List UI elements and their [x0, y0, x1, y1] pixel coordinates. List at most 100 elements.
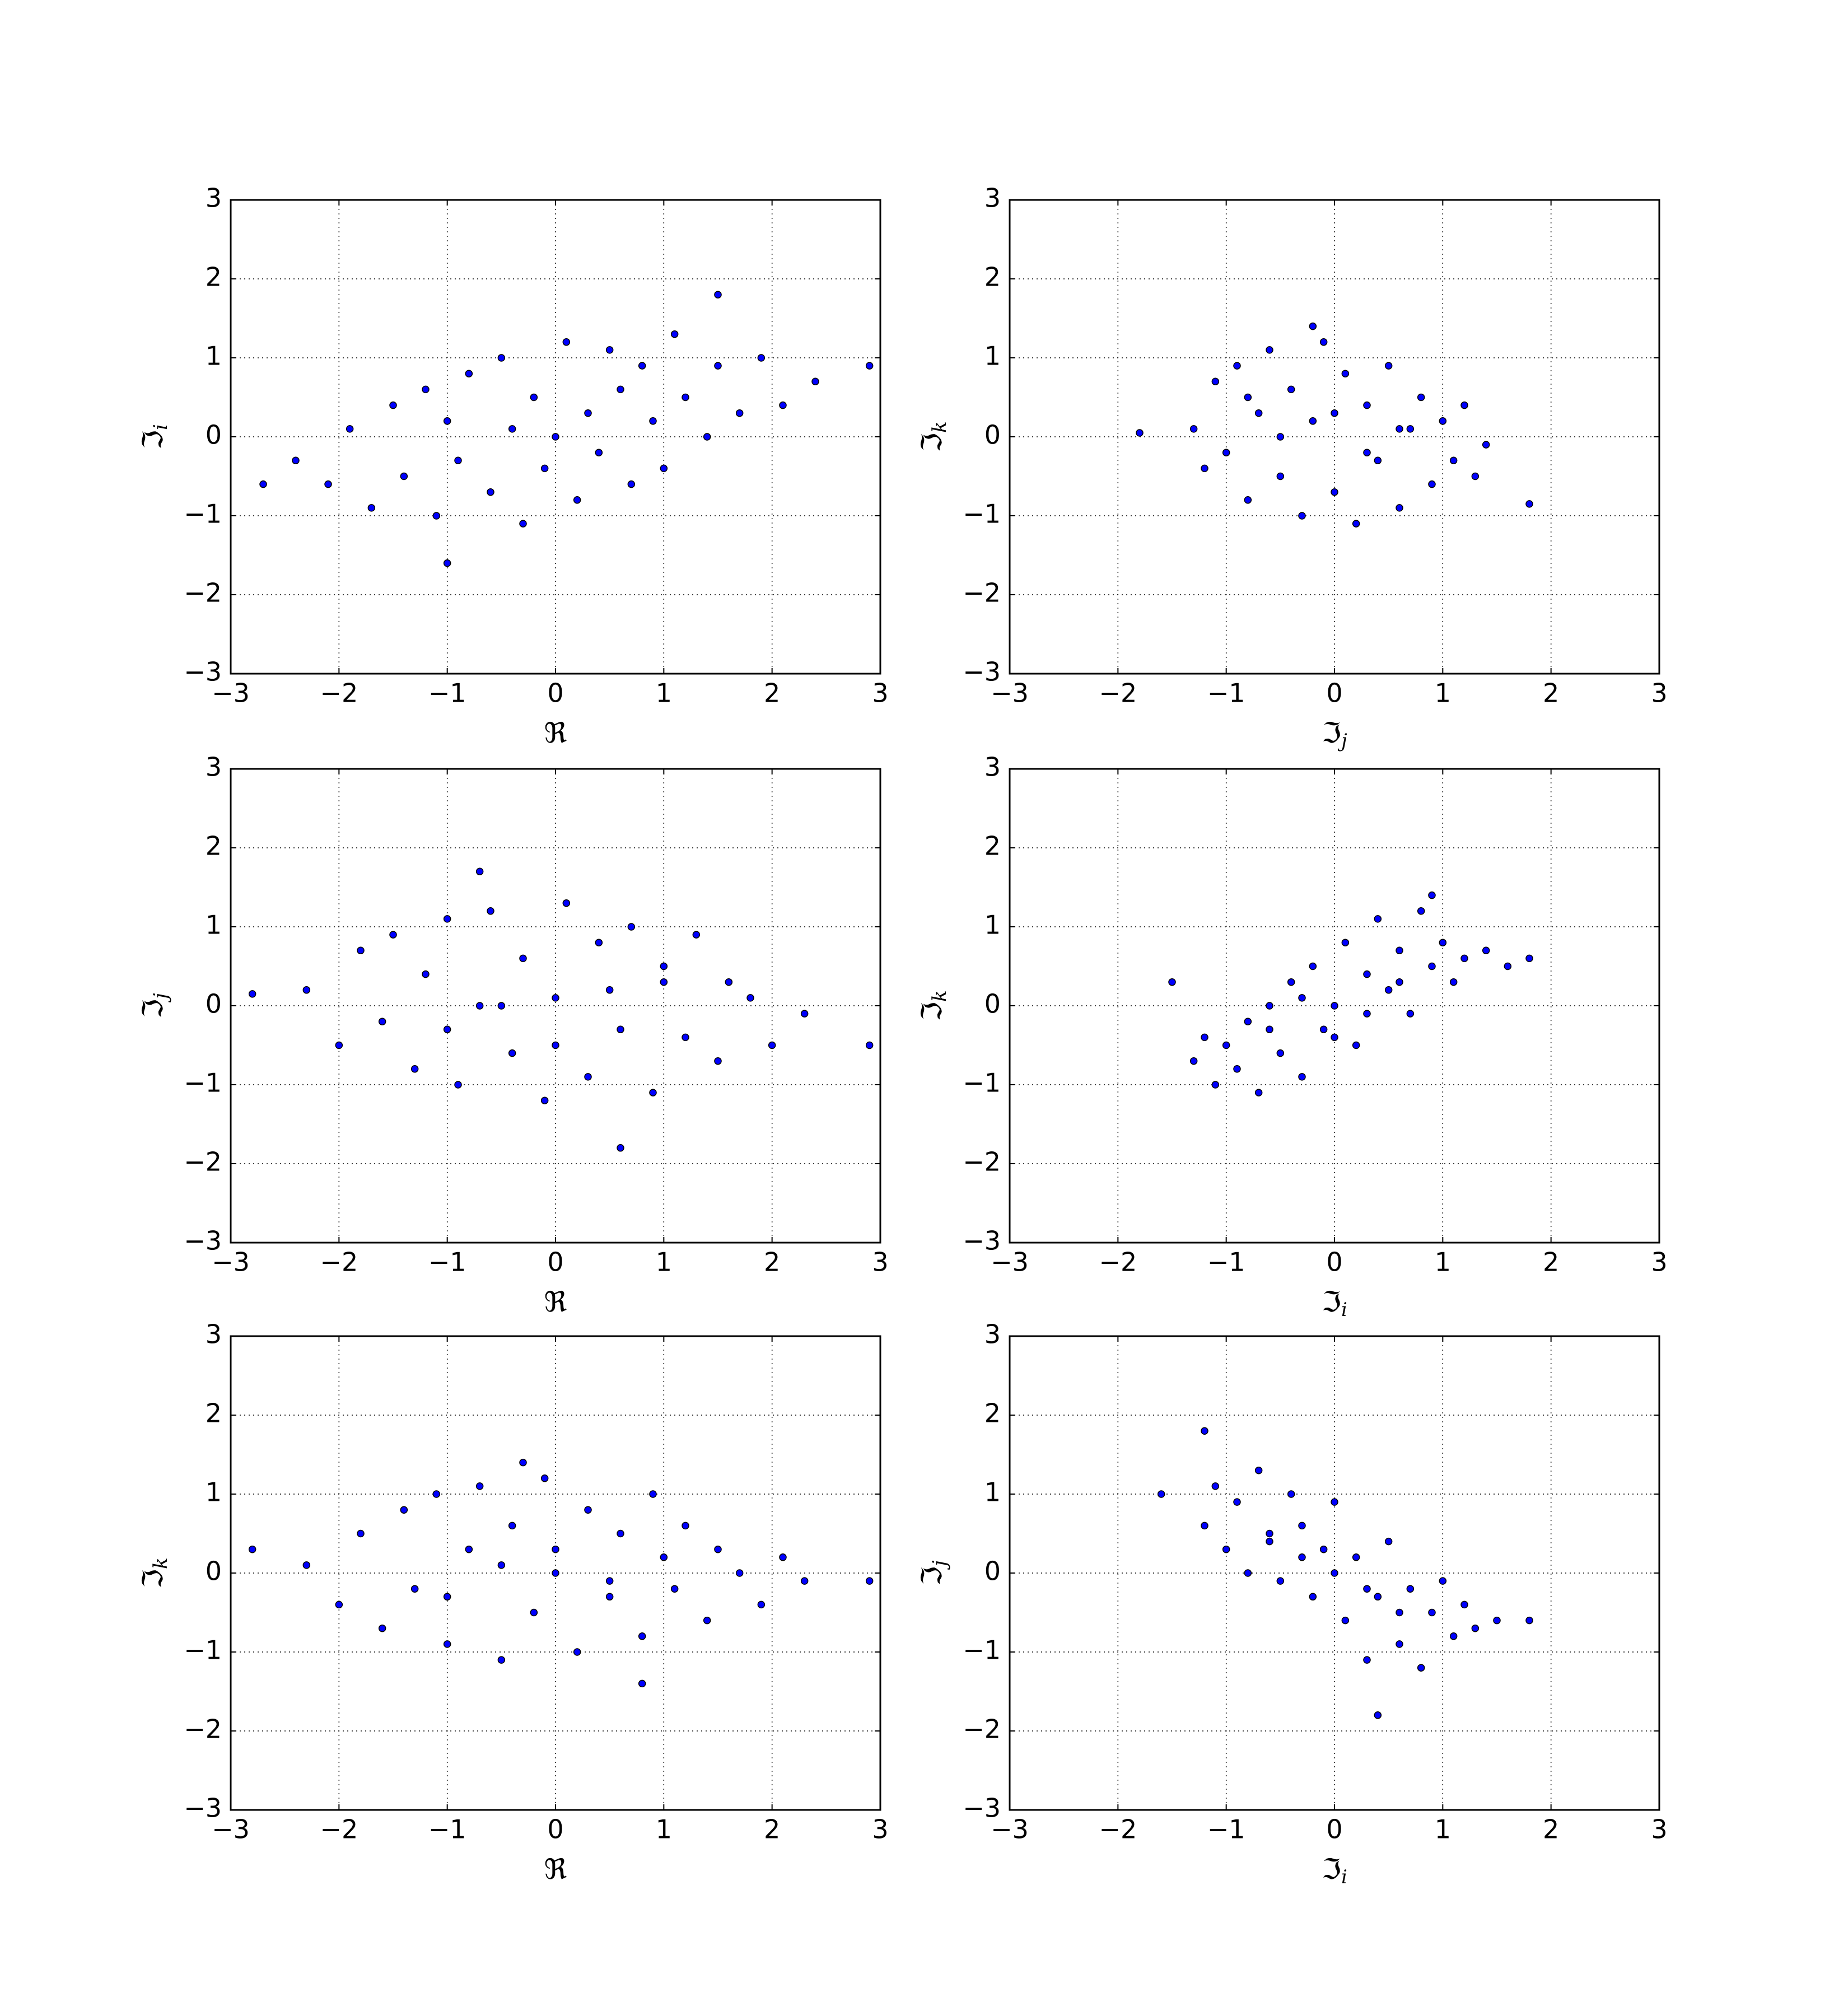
- point: [1276, 472, 1285, 480]
- point: [1439, 1577, 1447, 1585]
- point: [1406, 1010, 1415, 1018]
- x-tick-label: −1: [428, 1247, 466, 1277]
- point: [378, 1624, 386, 1632]
- point: [443, 1593, 451, 1601]
- point: [714, 291, 722, 298]
- y-tick-label: −2: [963, 1147, 1001, 1177]
- y-tick-label: −2: [963, 578, 1001, 608]
- point: [1493, 1616, 1501, 1625]
- point: [800, 1577, 809, 1585]
- y-tick-label: 0: [984, 989, 1001, 1019]
- point: [1254, 409, 1263, 417]
- point: [1331, 488, 1338, 496]
- point: [1449, 1632, 1458, 1640]
- x-tick-label: 3: [1651, 1247, 1667, 1277]
- y-tick-label: 0: [206, 1556, 222, 1586]
- point: [1189, 1057, 1198, 1065]
- point: [1266, 346, 1273, 354]
- point: [357, 946, 365, 955]
- point: [1525, 1616, 1533, 1625]
- x-axis-label: ℜ: [544, 1286, 567, 1318]
- point: [714, 1545, 722, 1553]
- subplot: −3 −2 −1 0 1 2 3 −3 −2 −1 0 1 2 3 ℜ ℑk: [137, 1319, 889, 1886]
- point: [1189, 425, 1198, 433]
- y-tick-label: 1: [206, 1477, 222, 1508]
- point: [660, 1553, 668, 1561]
- y-tick-label: −1: [184, 499, 222, 529]
- point: [1428, 891, 1436, 899]
- point: [1168, 978, 1176, 986]
- x-tick-label: 1: [1435, 1247, 1451, 1277]
- point: [475, 867, 484, 876]
- y-tick-label: 1: [206, 341, 222, 371]
- x-tick-label: −1: [428, 1814, 466, 1845]
- y-tick-label: 3: [206, 1319, 222, 1350]
- y-axis-label: ℑj: [137, 993, 172, 1019]
- point: [432, 512, 441, 520]
- point: [1201, 1427, 1208, 1435]
- point: [302, 986, 311, 994]
- point: [454, 456, 462, 465]
- point: [865, 1577, 874, 1585]
- point: [302, 1561, 311, 1569]
- x-tick-label: 2: [764, 1814, 780, 1845]
- x-axis-label: ℑj: [1322, 717, 1347, 752]
- point: [670, 1585, 679, 1593]
- y-tick-label: 3: [984, 752, 1001, 782]
- x-axis-label-main: ℑ: [1322, 717, 1341, 749]
- point: [530, 1608, 538, 1617]
- y-tick-label: 2: [984, 262, 1001, 292]
- point: [617, 385, 624, 394]
- point: [1396, 946, 1403, 955]
- point: [768, 1041, 776, 1049]
- point: [1363, 970, 1371, 978]
- axes-frame: [1009, 768, 1660, 1244]
- point: [1525, 500, 1533, 508]
- x-tick-label: 1: [1435, 678, 1451, 708]
- x-tick-label: 2: [1543, 678, 1559, 708]
- point: [1439, 417, 1447, 425]
- point: [703, 1616, 711, 1625]
- point: [1428, 480, 1436, 488]
- point: [530, 393, 538, 402]
- x-tick-label: −3: [212, 1814, 250, 1845]
- point: [746, 994, 754, 1002]
- point: [584, 409, 592, 417]
- point: [1384, 362, 1393, 370]
- points: [248, 867, 874, 1152]
- y-tick-label: −2: [963, 1714, 1001, 1744]
- point: [1449, 978, 1458, 986]
- y-axis-label-sub: k: [150, 1557, 172, 1569]
- x-tick-label: −1: [1207, 678, 1245, 708]
- y-tick-label: 1: [984, 341, 1001, 371]
- x-tick-label: 1: [656, 1814, 672, 1845]
- y-tick-label: 3: [206, 752, 222, 782]
- point: [552, 1545, 559, 1553]
- point: [1482, 441, 1490, 449]
- point: [552, 433, 559, 441]
- point: [1222, 1545, 1230, 1553]
- point: [605, 1593, 614, 1601]
- x-tick-label: −1: [1207, 1814, 1245, 1845]
- point: [1341, 939, 1350, 946]
- axes-frame: [1009, 1335, 1660, 1811]
- point: [552, 1569, 559, 1577]
- point: [1525, 954, 1533, 963]
- point: [1244, 496, 1252, 504]
- y-axis-label-main: ℑ: [137, 999, 169, 1019]
- y-tick-label: −3: [963, 657, 1001, 687]
- point: [1254, 1466, 1263, 1474]
- point: [1406, 425, 1415, 433]
- point: [595, 939, 603, 946]
- point: [1266, 1537, 1273, 1546]
- point: [649, 417, 657, 425]
- y-tick-label: −3: [184, 1793, 222, 1823]
- y-axis-label: ℑi: [137, 424, 172, 450]
- point: [660, 464, 668, 473]
- point: [1374, 1711, 1382, 1719]
- point: [1201, 1033, 1208, 1042]
- y-tick-label: 1: [984, 910, 1001, 940]
- x-tick-label: 3: [1651, 1814, 1667, 1845]
- point: [487, 907, 494, 915]
